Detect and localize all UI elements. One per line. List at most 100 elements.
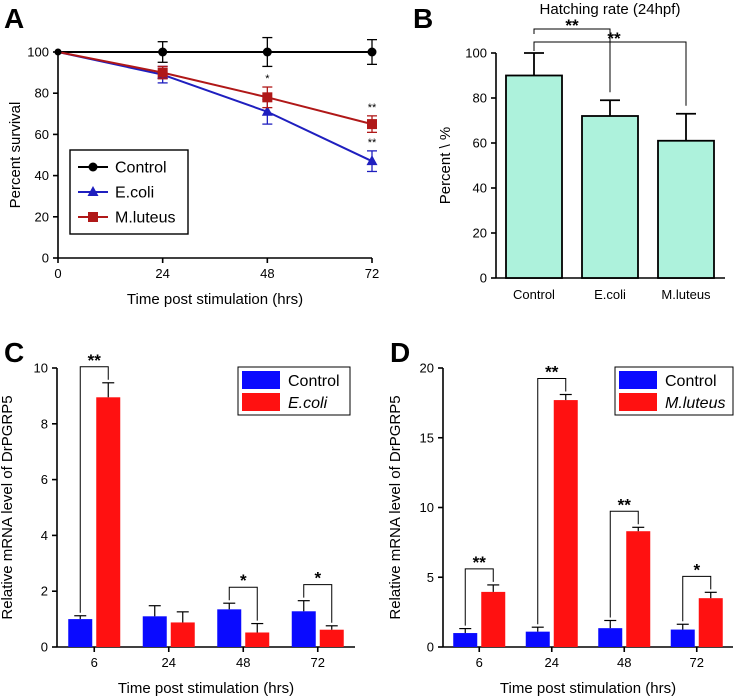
significance-mark: ** [545,363,559,382]
data-point-E.coli [366,155,378,166]
series-line-M.luteus [57,51,373,126]
significance-mark: ** [618,495,632,514]
panel-a-x-axis-label: Time post stimulation (hrs) [127,291,303,308]
panel-b-y-tick-label: 20 [473,226,487,241]
panel-b-title: Hatching rate (24hpf) [540,1,681,18]
panel-a-y-tick-label: 0 [42,251,49,266]
panel-a-x-tick-label: 0 [54,266,61,281]
panel-c-label: C [4,337,24,368]
panel-a-x-tick-label: 24 [155,266,169,281]
data-point-M.luteus [157,67,168,78]
data-point-Control [367,47,377,57]
significance-bracket [682,575,712,622]
bar-E.coli-6 [96,397,121,647]
significance-mark: * [314,569,321,588]
legend-marker-M.luteus [88,212,98,222]
significance-bracket [79,366,109,613]
significance-bracket [464,568,494,626]
significance-bracket [609,510,639,618]
legend-swatch-Control [619,371,657,389]
significance-bracket [303,584,333,623]
panel-c-x-tick-label: 48 [236,655,250,670]
bar-Control-48 [217,609,242,647]
legend-swatch-Control [242,371,280,389]
bar-M.luteus-24 [553,400,578,647]
legend-label-Control: Control [288,373,340,390]
panel-c-y-tick-label: 4 [41,528,48,543]
panel-d-y-tick-label: 5 [427,570,434,585]
panel-c-x-tick-label: 72 [311,655,325,670]
panel-d-y-tick-label: 20 [420,361,434,376]
panel-b-y-axis-label: Percent \ % [437,127,454,205]
bar-Control-72 [291,611,316,647]
panel-c-y-tick-label: 10 [34,361,48,376]
panel-d-y-axis-label: Relative mRNA level of DrPGRP5 [387,395,404,619]
bar-Control [505,74,563,279]
data-point-E.coli [261,105,273,116]
bar-E.coli-24 [170,622,195,647]
panel-a-y-axis-label: Percent survival [7,102,24,209]
panel-a-y-tick-label: 20 [35,209,49,224]
panel-a-x-tick-label: 72 [365,266,379,281]
bar-Control-72 [670,629,695,647]
panel-b-y-tick-label: 60 [473,136,487,151]
data-point-M.luteus [262,92,273,103]
bar-Control-48 [598,628,623,647]
bar-Control-24 [525,631,550,647]
panel-d-x-tick-label: 6 [476,655,483,670]
legend-swatch-M.luteus [619,393,657,411]
significance-bracket [228,586,258,621]
panel-d-x-tick-label: 24 [545,655,559,670]
panel-a-x-tick-label: 48 [260,266,274,281]
significance-bracket [533,28,611,93]
panel-c-x-axis-label: Time post stimulation (hrs) [118,680,294,697]
data-point-Control [262,47,272,57]
legend-label-E.coli: E.coli [288,395,328,412]
panel-d-y-tick-label: 0 [427,640,434,655]
panel-a-y-tick-label: 80 [35,86,49,101]
legend-marker-E.coli [87,186,99,196]
panel-d-y-tick-label: 15 [420,430,434,445]
significance-mark: ** [88,351,102,370]
panel-b-x-tick-label: Control [513,287,555,302]
panel-c-y-tick-label: 0 [41,640,48,655]
panel-c-y-axis-label: Relative mRNA level of DrPGRP5 [0,395,16,619]
significance-mark: ** [368,102,377,114]
panel-b-x-tick-label: E.coli [594,287,626,302]
significance-mark: * [265,73,270,85]
significance-mark: ** [473,553,487,572]
panel-c-y-tick-label: 6 [41,472,48,487]
legend-label-Control: Control [665,373,717,390]
legend-label-M.luteus: M.luteus [115,210,175,227]
legend-marker-Control [88,162,98,172]
bar-M.luteus-48 [626,531,651,647]
bar-E.coli-48 [245,632,270,647]
significance-mark: * [240,571,247,590]
legend-label-Control: Control [115,160,167,177]
panel-a-y-tick-label: 100 [27,45,49,60]
panel-a-label: A [4,3,24,34]
bar-M.luteus-72 [698,598,723,647]
panel-c-y-tick-label: 2 [41,584,48,599]
data-point-M.luteus [367,119,377,130]
bar-M.luteus-6 [481,591,506,647]
panel-d-x-tick-label: 48 [617,655,631,670]
panel-d-x-axis-label: Time post stimulation (hrs) [500,680,676,697]
significance-bracket [533,41,687,106]
panel-b-y-tick-label: 80 [473,91,487,106]
panel-c-x-tick-label: 24 [162,655,176,670]
data-point-Control [158,47,168,57]
panel-d-x-tick-label: 72 [690,655,704,670]
legend-label-E.coli: E.coli [115,185,154,202]
significance-mark: ** [368,137,377,149]
panel-d-y-tick-label: 10 [420,500,434,515]
significance-mark: ** [607,29,621,48]
panel-b-y-tick-label: 0 [480,271,487,286]
significance-mark: ** [565,16,579,35]
bar-E.coli [581,115,639,279]
legend-swatch-E.coli [242,393,280,411]
panel-b-y-tick-label: 40 [473,181,487,196]
data-point-start [54,48,62,56]
significance-mark: * [693,560,700,579]
